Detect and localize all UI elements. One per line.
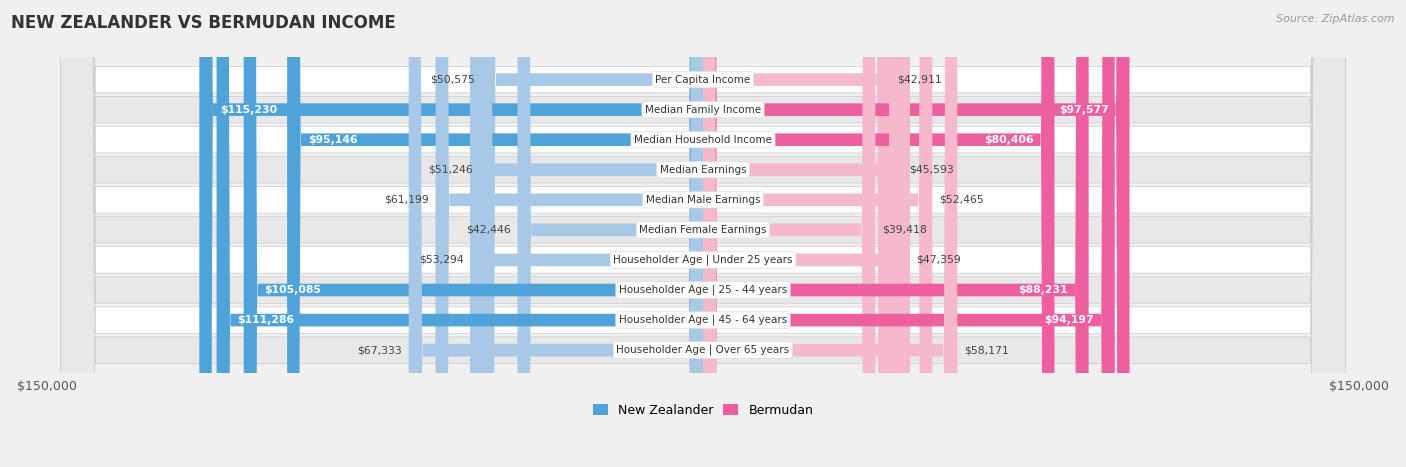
- FancyBboxPatch shape: [703, 0, 957, 467]
- FancyBboxPatch shape: [60, 0, 1346, 467]
- Text: Source: ZipAtlas.com: Source: ZipAtlas.com: [1277, 14, 1395, 24]
- Bar: [675, 284, 703, 297]
- Bar: [703, 254, 731, 266]
- FancyBboxPatch shape: [60, 0, 1346, 467]
- Bar: [703, 314, 731, 326]
- Bar: [703, 344, 731, 356]
- Text: $97,577: $97,577: [1059, 105, 1109, 114]
- FancyBboxPatch shape: [217, 0, 703, 467]
- Bar: [675, 73, 703, 86]
- Bar: [675, 134, 703, 146]
- FancyBboxPatch shape: [436, 0, 703, 467]
- FancyBboxPatch shape: [470, 0, 703, 467]
- FancyBboxPatch shape: [60, 0, 1346, 467]
- Text: $88,231: $88,231: [1018, 285, 1069, 295]
- Text: $111,286: $111,286: [238, 315, 294, 325]
- FancyBboxPatch shape: [287, 0, 703, 467]
- Text: $94,197: $94,197: [1045, 315, 1094, 325]
- Text: $105,085: $105,085: [264, 285, 321, 295]
- Text: $95,146: $95,146: [308, 134, 357, 145]
- Text: $67,333: $67,333: [357, 345, 402, 355]
- Text: $42,911: $42,911: [897, 75, 942, 85]
- Text: NEW ZEALANDER VS BERMUDAN INCOME: NEW ZEALANDER VS BERMUDAN INCOME: [11, 14, 396, 32]
- Bar: [675, 193, 703, 206]
- Text: $39,418: $39,418: [882, 225, 927, 235]
- Bar: [703, 163, 731, 176]
- Bar: [675, 314, 703, 326]
- Bar: [675, 224, 703, 236]
- Text: Median Female Earnings: Median Female Earnings: [640, 225, 766, 235]
- Bar: [675, 344, 703, 356]
- Text: Householder Age | Under 25 years: Householder Age | Under 25 years: [613, 255, 793, 265]
- FancyBboxPatch shape: [703, 0, 876, 467]
- Text: $115,230: $115,230: [219, 105, 277, 114]
- Bar: [703, 134, 731, 146]
- Text: $42,446: $42,446: [467, 225, 510, 235]
- FancyBboxPatch shape: [409, 0, 703, 467]
- Bar: [675, 163, 703, 176]
- Text: Per Capita Income: Per Capita Income: [655, 75, 751, 85]
- FancyBboxPatch shape: [703, 0, 1115, 467]
- FancyBboxPatch shape: [703, 0, 910, 467]
- FancyBboxPatch shape: [482, 0, 703, 467]
- Bar: [675, 103, 703, 116]
- Text: $50,575: $50,575: [430, 75, 475, 85]
- FancyBboxPatch shape: [517, 0, 703, 467]
- Text: Median Household Income: Median Household Income: [634, 134, 772, 145]
- FancyBboxPatch shape: [703, 0, 890, 467]
- FancyBboxPatch shape: [703, 0, 1129, 467]
- Text: $45,593: $45,593: [908, 165, 953, 175]
- FancyBboxPatch shape: [703, 0, 932, 467]
- Text: Median Male Earnings: Median Male Earnings: [645, 195, 761, 205]
- Bar: [703, 103, 731, 116]
- Text: Householder Age | 45 - 64 years: Householder Age | 45 - 64 years: [619, 315, 787, 325]
- Text: $53,294: $53,294: [419, 255, 464, 265]
- Bar: [703, 193, 731, 206]
- FancyBboxPatch shape: [200, 0, 703, 467]
- Text: $52,465: $52,465: [939, 195, 984, 205]
- Text: $61,199: $61,199: [384, 195, 429, 205]
- FancyBboxPatch shape: [60, 0, 1346, 467]
- Bar: [675, 254, 703, 266]
- FancyBboxPatch shape: [60, 0, 1346, 467]
- FancyBboxPatch shape: [703, 0, 1088, 467]
- Text: Median Earnings: Median Earnings: [659, 165, 747, 175]
- Legend: New Zealander, Bermudan: New Zealander, Bermudan: [593, 404, 813, 417]
- Text: Householder Age | Over 65 years: Householder Age | Over 65 years: [616, 345, 790, 355]
- FancyBboxPatch shape: [60, 0, 1346, 467]
- Text: $51,246: $51,246: [427, 165, 472, 175]
- Bar: [703, 284, 731, 297]
- Text: $80,406: $80,406: [984, 134, 1033, 145]
- Text: Householder Age | 25 - 44 years: Householder Age | 25 - 44 years: [619, 285, 787, 295]
- FancyBboxPatch shape: [703, 0, 903, 467]
- FancyBboxPatch shape: [60, 0, 1346, 467]
- FancyBboxPatch shape: [60, 0, 1346, 467]
- FancyBboxPatch shape: [60, 0, 1346, 467]
- Bar: [703, 224, 731, 236]
- FancyBboxPatch shape: [243, 0, 703, 467]
- Text: Median Family Income: Median Family Income: [645, 105, 761, 114]
- Bar: [703, 73, 731, 86]
- FancyBboxPatch shape: [703, 0, 1054, 467]
- Text: $47,359: $47,359: [917, 255, 962, 265]
- FancyBboxPatch shape: [60, 0, 1346, 467]
- FancyBboxPatch shape: [479, 0, 703, 467]
- Text: $58,171: $58,171: [965, 345, 1008, 355]
